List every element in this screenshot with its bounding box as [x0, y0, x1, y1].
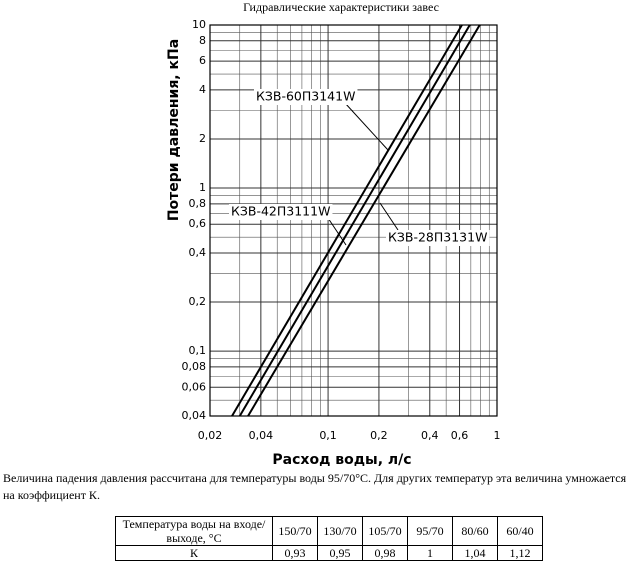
y-tick-label: 1: [199, 181, 206, 194]
curve-label: КЗВ-60П3141W: [256, 89, 355, 104]
y-tick-label: 2: [199, 132, 206, 145]
x-tick-label: 0,02: [198, 429, 223, 442]
table-cell: 0,98: [362, 545, 408, 561]
table-row: К 0,93 0,95 0,98 1 1,04 1,12: [115, 545, 543, 561]
y-tick-label: 0,6: [189, 217, 207, 230]
leader-line: [379, 202, 399, 231]
y-tick-label: 6: [199, 54, 206, 67]
table-cell: 0,95: [317, 545, 363, 561]
table-cell: 1,12: [497, 545, 543, 561]
chart-title: Гидравлические характеристики завес: [243, 0, 439, 14]
y-tick-label: 10: [192, 18, 206, 31]
y-tick-label: 0,06: [182, 380, 207, 393]
x-tick-label: 0,2: [370, 429, 388, 442]
table-cell: 80/60: [452, 516, 498, 546]
table-cell: К: [115, 545, 273, 561]
x-tick-label: 0,4: [421, 429, 439, 442]
y-tick-label: 0,1: [189, 344, 207, 357]
table-cell: 1,04: [452, 545, 498, 561]
x-tick-label: 0,04: [249, 429, 274, 442]
x-tick-label: 0,1: [319, 429, 337, 442]
curve: [231, 24, 463, 417]
y-tick-label: 0,04: [182, 409, 207, 422]
y-tick-label: 0,8: [189, 197, 207, 210]
curve-label: КЗВ-28П3131W: [388, 230, 487, 245]
y-tick-label: 4: [199, 83, 206, 96]
table-cell: 130/70: [317, 516, 363, 546]
table-cell: 0,93: [272, 545, 318, 561]
y-axis-label: Потери давления, кПа: [166, 39, 182, 221]
x-axis-label: Расход воды, л/с: [272, 452, 411, 466]
leader-line: [344, 102, 389, 151]
note: Величина падения давления рассчитана для…: [3, 471, 627, 502]
table-cell: 150/70: [272, 516, 318, 546]
leader-line: [327, 217, 347, 246]
table-cell: 105/70: [362, 516, 408, 546]
label-bg: [386, 230, 490, 246]
y-tick-label: 0,08: [182, 360, 207, 373]
curve: [247, 24, 481, 417]
table-cell: 60/40: [497, 516, 543, 546]
plot-frame: [209, 24, 498, 417]
x-tick-label: 0,6: [451, 429, 469, 442]
table-row: Температура воды на входе/выходе, °С 150/…: [115, 516, 543, 546]
y-tick-label: 0,4: [189, 246, 207, 259]
y-tick-label: 8: [199, 34, 206, 47]
coefficient-table: Температура воды на входе/выходе, °С 150/…: [115, 516, 543, 561]
label-bg: [229, 204, 333, 220]
x-tick-label: 1: [494, 429, 501, 442]
label-bg: [254, 89, 358, 105]
table-cell: 1: [407, 545, 453, 561]
curve: [238, 24, 471, 417]
table-cell: 95/70: [407, 516, 453, 546]
table-cell: Температура воды на входе/выходе, °С: [115, 516, 273, 546]
chart: Гидравлические характеристики завес Расх…: [166, 0, 501, 466]
curve-label: КЗВ-42П3111W: [231, 204, 330, 219]
y-tick-label: 0,2: [189, 295, 207, 308]
